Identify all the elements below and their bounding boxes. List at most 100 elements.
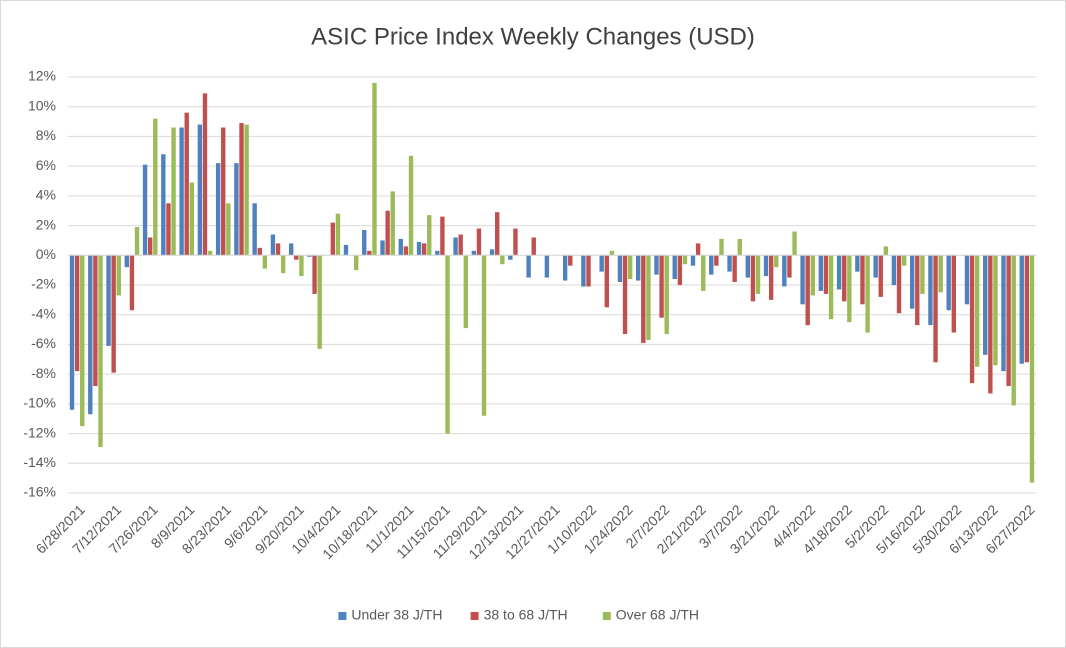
bar <box>682 255 688 265</box>
bar <box>719 238 724 256</box>
bar <box>818 255 824 291</box>
bar <box>659 255 664 318</box>
bar <box>622 255 628 335</box>
bar <box>865 255 870 333</box>
bar <box>234 163 239 256</box>
bar <box>836 255 842 290</box>
bar <box>221 127 226 256</box>
bar <box>969 255 975 384</box>
bar <box>398 238 403 256</box>
y-tick-label: -4% <box>31 305 56 321</box>
bar <box>677 255 683 285</box>
bar <box>599 255 604 272</box>
bar <box>312 255 317 294</box>
bar <box>390 191 395 256</box>
bar <box>562 255 568 281</box>
bar <box>878 255 883 297</box>
bar <box>481 255 487 416</box>
bar <box>891 255 897 285</box>
bar <box>202 93 208 256</box>
bar <box>768 255 774 300</box>
bar <box>636 255 641 281</box>
bar <box>1024 255 1030 363</box>
bar <box>294 255 299 260</box>
bar <box>933 255 938 363</box>
bar <box>226 203 231 256</box>
bar <box>142 164 148 256</box>
legend-label: 38 to 68 J/TH <box>484 607 568 623</box>
y-tick-label: 6% <box>36 157 56 173</box>
bar <box>98 255 103 447</box>
bar <box>74 255 80 372</box>
bar <box>367 250 372 256</box>
bar <box>197 124 203 256</box>
bar <box>354 255 359 271</box>
bar <box>489 249 495 256</box>
bar <box>664 255 669 335</box>
bar <box>609 250 615 256</box>
bar <box>288 243 294 256</box>
bar <box>330 222 336 256</box>
bar <box>627 255 633 280</box>
bar <box>604 255 609 308</box>
bar <box>974 255 980 367</box>
bar <box>855 255 860 272</box>
y-tick-label: 8% <box>36 127 56 143</box>
bar <box>755 255 761 294</box>
bar <box>586 255 591 287</box>
bar <box>701 255 706 291</box>
chart-title: ASIC Price Index Weekly Changes (USD) <box>311 23 755 50</box>
bar <box>531 237 536 256</box>
bar <box>88 255 93 415</box>
bar <box>847 255 852 323</box>
bar <box>93 255 98 387</box>
bar <box>111 255 116 373</box>
bar <box>134 227 140 256</box>
bar <box>951 255 957 333</box>
bar <box>106 255 111 346</box>
legend-swatch <box>470 612 479 620</box>
bar <box>672 255 677 280</box>
bar <box>928 255 933 326</box>
bar <box>1019 255 1024 364</box>
y-tick-label: -14% <box>23 454 56 470</box>
bar <box>416 241 422 256</box>
legend-swatch <box>338 612 347 620</box>
bar <box>823 255 829 294</box>
y-tick-label: 10% <box>28 97 56 113</box>
bar <box>239 123 244 256</box>
bar <box>189 182 195 256</box>
bar <box>471 250 477 256</box>
bar <box>445 255 450 434</box>
bar <box>617 255 623 283</box>
bar <box>909 255 915 309</box>
bar <box>463 255 468 329</box>
bar <box>983 255 988 355</box>
bar <box>166 203 171 256</box>
bar <box>1029 255 1035 483</box>
bar <box>1006 255 1011 387</box>
bar <box>828 255 834 320</box>
bar <box>280 255 286 274</box>
bar <box>763 255 769 277</box>
bar <box>800 255 805 305</box>
bar <box>453 237 458 256</box>
bar <box>787 255 792 278</box>
bar <box>988 255 993 394</box>
y-tick-label: -2% <box>31 276 56 292</box>
bar <box>385 210 390 256</box>
bar <box>581 255 586 287</box>
y-tick-label: 2% <box>36 216 56 232</box>
bar <box>207 250 213 256</box>
bar <box>335 213 341 256</box>
bar <box>641 255 646 343</box>
bar <box>727 255 732 272</box>
bar <box>810 255 816 296</box>
y-tick-label: 12% <box>28 68 56 84</box>
bar <box>513 228 518 256</box>
bar <box>440 216 445 256</box>
bar <box>544 255 550 278</box>
y-tick-label: -16% <box>23 484 56 500</box>
bar <box>317 255 322 349</box>
bar <box>403 246 409 256</box>
